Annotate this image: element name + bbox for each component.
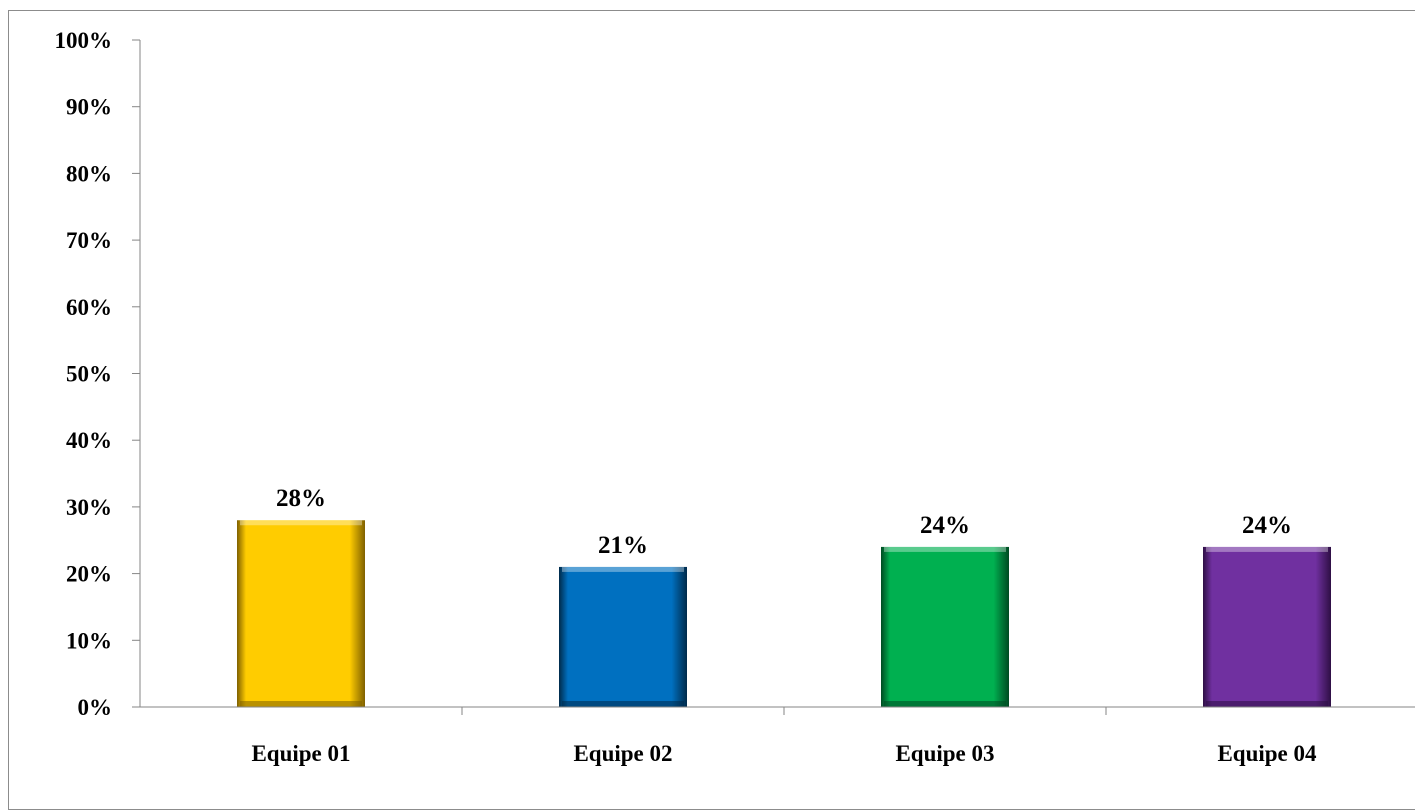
x-category-label: Equipe 01 [251,741,350,766]
bar-bottom-shade [1206,701,1328,707]
bar-top-highlight [884,546,1006,552]
y-tick-label: 20% [66,562,112,587]
bar-group [237,520,365,707]
bar-group [559,566,687,707]
data-label: 21% [598,532,648,559]
y-tick-label: 30% [66,495,112,520]
bar [881,546,1009,707]
y-axis-ticks: 0% 10% 20% 30% 40% 50% 60% 70% 80% 90% 100% [55,28,140,720]
x-category-label: Equipe 03 [895,741,994,766]
data-label: 28% [276,485,326,512]
bar-chart: 0% 10% 20% 30% 40% 50% 60% 70% 80% 90% 100% Equipe… [55,28,1415,766]
y-tick-label: 10% [66,628,112,653]
y-tick-label: 60% [66,295,112,320]
bar-bottom-shade [240,701,362,707]
data-label: 24% [920,512,970,539]
bar [237,520,365,707]
x-category-label: Equipe 02 [573,741,672,766]
y-tick-label: 40% [66,428,112,453]
x-category-label: Equipe 04 [1217,741,1317,766]
data-label: 24% [1242,512,1292,539]
y-tick-label: 50% [66,362,112,387]
bar-group [881,546,1009,707]
y-tick-label: 90% [66,95,112,120]
bar-top-highlight [1206,546,1328,552]
y-tick-label: 100% [55,28,113,53]
bar-group [1203,546,1331,707]
bar-bottom-shade [884,701,1006,707]
y-tick-label: 0% [78,695,113,720]
bar-bottom-shade [562,701,684,707]
bar-top-highlight [240,520,362,526]
y-tick-label: 80% [66,161,112,186]
bar [1203,546,1331,707]
bar-top-highlight [562,566,684,572]
y-tick-label: 70% [66,228,112,253]
bars [237,520,1331,707]
data-labels: 28% 21% 24% 24% [276,485,1292,559]
x-axis-labels: Equipe 01 Equipe 02 Equipe 03 Equipe 04 [251,741,1317,766]
axes [132,40,1415,715]
bar [559,566,687,707]
